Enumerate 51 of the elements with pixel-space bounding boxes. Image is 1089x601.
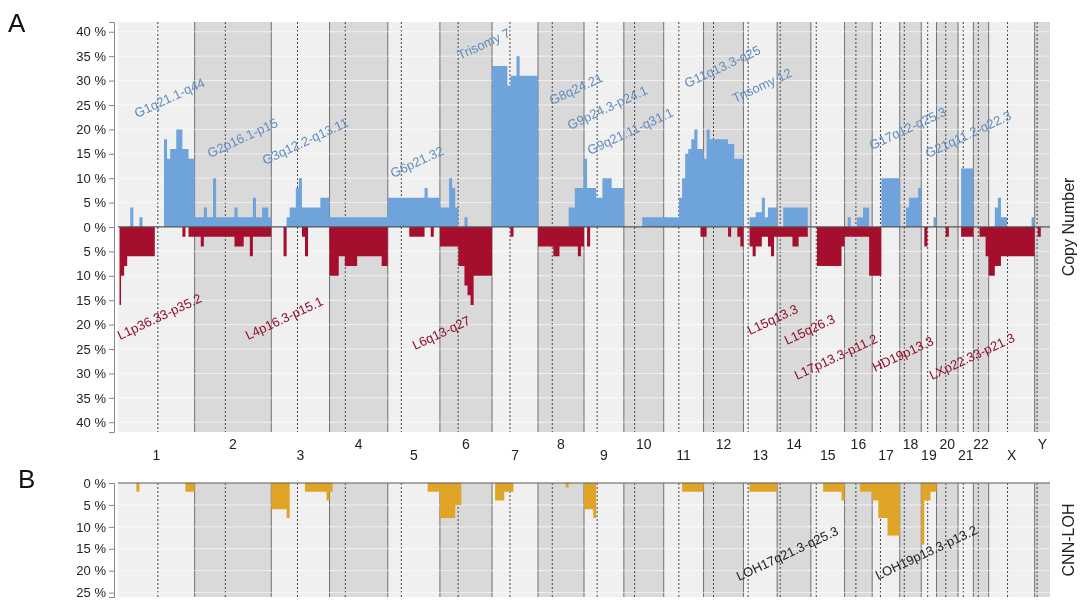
x-tick-label: 3: [296, 446, 305, 463]
y-tick-label: 25 %: [76, 585, 107, 601]
x-tick-label: 20: [939, 435, 956, 452]
x-tick-label: 2: [229, 435, 238, 452]
x-tick-label: 18: [902, 435, 919, 452]
x-tick-label: 5: [409, 446, 418, 463]
x-tick-label: 21: [957, 446, 974, 463]
x-tick-label: 8: [557, 435, 566, 452]
y-tick-label: 30 %: [76, 366, 107, 382]
x-tick-label: 13: [752, 446, 769, 463]
y-tick-label: 5 %: [83, 244, 107, 260]
x-tick-label: 4: [354, 435, 363, 452]
y-tick-label: 35 %: [76, 48, 107, 64]
y-tick-label: 40 %: [76, 414, 107, 430]
y-tick-label: 0 %: [83, 475, 107, 491]
x-tick-label: 7: [511, 446, 520, 463]
y-tick-label: 20 %: [76, 563, 107, 579]
x-tick-label: 22: [973, 435, 990, 452]
x-tick-label: 10: [635, 435, 652, 452]
y-tick-label: 5 %: [83, 497, 107, 513]
x-tick-label: 15: [819, 446, 836, 463]
x-tick-label: 17: [878, 446, 894, 463]
y-tick-label: 40 %: [76, 24, 107, 40]
chart-title: B: [18, 464, 36, 494]
y-tick-label: 10 %: [76, 519, 107, 535]
y-tick-label: 20 %: [76, 317, 107, 333]
y-tick-label: 25 %: [76, 97, 107, 113]
y-tick-label: 35 %: [76, 390, 107, 406]
y-tick-label: 5 %: [83, 195, 107, 211]
y-tick-label: 15 %: [76, 541, 107, 557]
y-tick-label: 30 %: [76, 73, 107, 89]
x-tick-label: 19: [921, 446, 937, 463]
x-tick-label: 16: [850, 435, 867, 452]
x-tick-label: 14: [786, 435, 802, 452]
x-tick-label: X: [1007, 446, 1018, 463]
y-axis-title: Copy Number: [1060, 176, 1077, 277]
x-tick-label: Y: [1037, 435, 1048, 452]
x-tick-label: 11: [676, 446, 692, 463]
y-tick-label: 15 %: [76, 292, 107, 308]
y-tick-label: 25 %: [76, 341, 107, 357]
x-tick-label: 1: [152, 446, 161, 463]
y-tick-label: 10 %: [76, 268, 107, 284]
chart-title: A: [8, 8, 26, 38]
y-tick-label: 20 %: [76, 122, 107, 138]
y-tick-label: 15 %: [76, 146, 107, 162]
x-tick-label: 12: [715, 435, 732, 452]
y-tick-label: 0 %: [83, 219, 107, 235]
y-axis-title: CNN-LOH: [1060, 503, 1077, 577]
y-tick-label: 10 %: [76, 170, 107, 186]
x-tick-label: 9: [600, 446, 609, 463]
x-tick-label: 6: [462, 435, 471, 452]
